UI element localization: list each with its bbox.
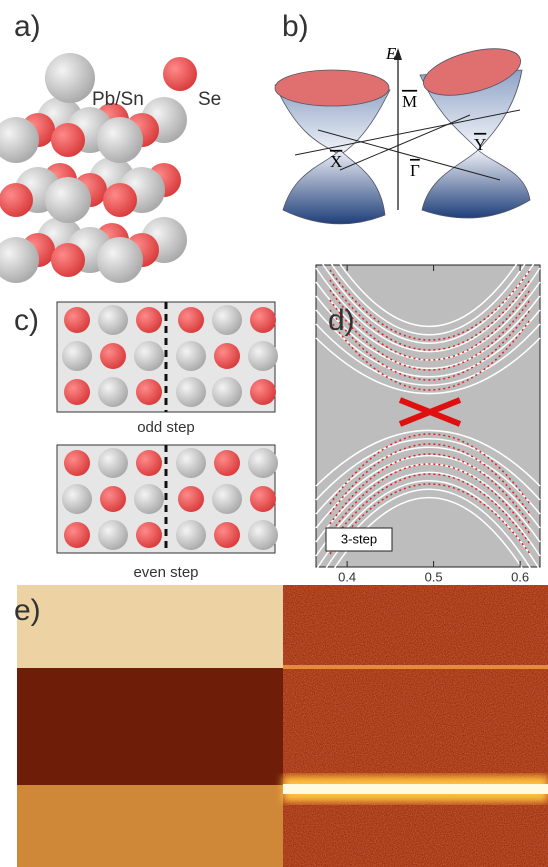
- topo-terrace: [17, 668, 283, 785]
- point-label: X: [330, 152, 342, 171]
- atom: [98, 520, 128, 550]
- atom: [250, 486, 276, 512]
- atom: [98, 305, 128, 335]
- crystal: [0, 97, 187, 283]
- atom: [178, 307, 204, 333]
- atom: [136, 450, 162, 476]
- panel-label: a): [14, 10, 41, 43]
- atom: [62, 341, 92, 371]
- panel-label: d): [328, 304, 355, 337]
- atom: [97, 117, 143, 163]
- atom: [64, 522, 90, 548]
- atom: [212, 377, 242, 407]
- legend-atom: [45, 53, 95, 103]
- atom: [64, 379, 90, 405]
- didv-noise: [283, 585, 548, 867]
- legend-atom: [163, 57, 197, 91]
- atom: [248, 341, 278, 371]
- panel-label: c): [14, 304, 39, 337]
- atom: [248, 520, 278, 550]
- topo-terrace: [17, 785, 283, 867]
- topo-terrace: [17, 585, 283, 668]
- atom: [100, 343, 126, 369]
- dirac-cones: [275, 40, 530, 224]
- atom: [97, 237, 143, 283]
- atom: [176, 448, 206, 478]
- atom: [45, 177, 91, 223]
- atom: [134, 484, 164, 514]
- atom: [64, 450, 90, 476]
- atom: [176, 341, 206, 371]
- caption: odd step: [137, 419, 195, 436]
- atom: [64, 307, 90, 333]
- legend-label: Se: [198, 89, 221, 110]
- atom: [248, 448, 278, 478]
- atom: [136, 522, 162, 548]
- atom: [100, 486, 126, 512]
- atom: [51, 123, 85, 157]
- atom: [214, 450, 240, 476]
- atom: [176, 520, 206, 550]
- point-label: M: [402, 92, 417, 111]
- x-tick-label: 0.4: [338, 569, 356, 584]
- atom: [51, 243, 85, 277]
- atom: [214, 343, 240, 369]
- atom: [0, 183, 33, 217]
- atom: [212, 484, 242, 514]
- atom: [178, 486, 204, 512]
- atom: [212, 305, 242, 335]
- atom: [250, 307, 276, 333]
- panel-label: b): [282, 10, 309, 43]
- point-label: Y: [474, 135, 486, 154]
- atom: [98, 448, 128, 478]
- legend-label: Pb/Sn: [92, 89, 144, 110]
- axis-label: E: [385, 44, 397, 63]
- atom: [214, 522, 240, 548]
- atom: [103, 183, 137, 217]
- atom: [176, 377, 206, 407]
- atom: [134, 341, 164, 371]
- atom: [136, 307, 162, 333]
- edge-state: [283, 784, 548, 794]
- inset-label: 3-step: [341, 531, 377, 546]
- panel-label: e): [14, 594, 41, 627]
- x-tick-label: 0.5: [425, 569, 443, 584]
- figure: a) Pb/Sn Se b) E M Y X Γ c) odd step eve…: [0, 0, 548, 867]
- caption: even step: [133, 564, 198, 581]
- atom: [98, 377, 128, 407]
- point-label: Γ: [410, 161, 420, 180]
- page: a) Pb/Sn Se b) E M Y X Γ c) odd step eve…: [0, 0, 548, 867]
- atom: [136, 379, 162, 405]
- edge-state: [283, 665, 548, 669]
- atom: [62, 484, 92, 514]
- atom: [250, 379, 276, 405]
- x-tick-label: 0.6: [511, 569, 529, 584]
